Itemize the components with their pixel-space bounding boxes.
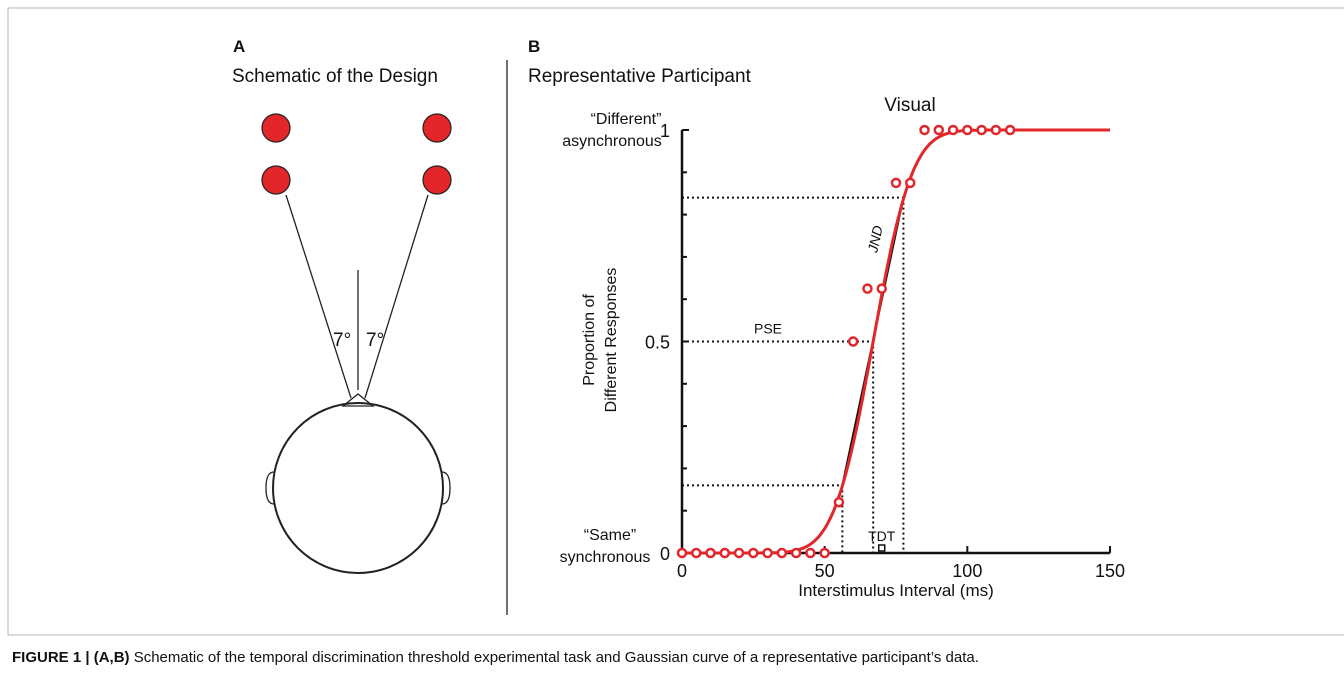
angle-label: 7°: [333, 330, 351, 351]
light-markers: [261, 113, 452, 195]
y-end-label: “Same”: [584, 527, 636, 544]
data-point: [762, 547, 773, 559]
annotation: PSE: [754, 321, 782, 337]
y-tick-label: 1: [660, 121, 670, 141]
panel-title: Schematic of the Design: [232, 66, 438, 87]
data-point: [905, 177, 916, 189]
annotation: JND: [864, 224, 886, 255]
y-end-label: synchronous: [560, 549, 651, 566]
x-axis-title: Interstimulus Interval (ms): [798, 581, 994, 600]
data-point: [847, 336, 859, 347]
sight-line: [285, 194, 352, 399]
head: [272, 402, 444, 574]
data-point: [1004, 124, 1016, 136]
panel-letter: A: [233, 37, 245, 56]
data-point: [919, 124, 930, 136]
ear: [441, 471, 451, 505]
data-point: [805, 547, 816, 559]
y-axis-title: Proportion of: [581, 294, 598, 386]
light: [261, 113, 291, 143]
data-point: [862, 283, 873, 294]
y-end-label: “Different”: [591, 111, 662, 128]
panel-title: Representative Participant: [528, 66, 752, 87]
data-point: [748, 547, 759, 559]
data-point: [819, 547, 830, 559]
figure-frame: [7, 7, 1344, 636]
data-point: [962, 124, 973, 136]
light: [261, 165, 291, 195]
y-axis-title: Different Responses: [603, 268, 620, 413]
x-tick-label: 150: [1095, 561, 1125, 581]
chart-title: Visual: [884, 95, 935, 116]
data-point: [691, 547, 702, 559]
nose: [341, 393, 375, 407]
caption-label: FIGURE 1 | (A,B): [12, 649, 130, 666]
y-tick-label: 0.5: [645, 333, 670, 353]
angle-label: 7°: [366, 330, 384, 351]
light: [422, 165, 452, 195]
y-end-label: asynchronous: [562, 133, 662, 150]
data-point: [990, 124, 1002, 136]
x-tick-label: 100: [952, 561, 982, 581]
tdt-marker: [877, 544, 886, 552]
data-point: [776, 547, 788, 559]
data-point: [976, 124, 987, 136]
data-point: [733, 547, 745, 559]
data-point: [833, 496, 845, 508]
data-point: [947, 124, 959, 136]
head-diagram: [265, 194, 451, 574]
caption: FIGURE 1 | (A,B) Schematic of the tempor…: [12, 649, 979, 666]
fit-curve: [682, 128, 1110, 555]
annotation: TDT: [868, 528, 896, 544]
caption-text: Schematic of the temporal discrimination…: [130, 649, 979, 666]
data-point: [676, 547, 688, 559]
x-tick-label: 0: [677, 561, 687, 581]
data-point: [790, 547, 802, 559]
data-point: [876, 283, 887, 294]
ear: [265, 471, 275, 505]
sight-line: [364, 194, 429, 399]
data-point: [890, 177, 902, 189]
data-point: [705, 547, 716, 559]
light: [422, 113, 452, 143]
y-tick-label: 0: [660, 544, 670, 564]
x-tick-label: 50: [815, 561, 835, 581]
panel-letter: B: [528, 37, 540, 56]
data-point: [933, 124, 945, 136]
data-point: [719, 547, 731, 559]
